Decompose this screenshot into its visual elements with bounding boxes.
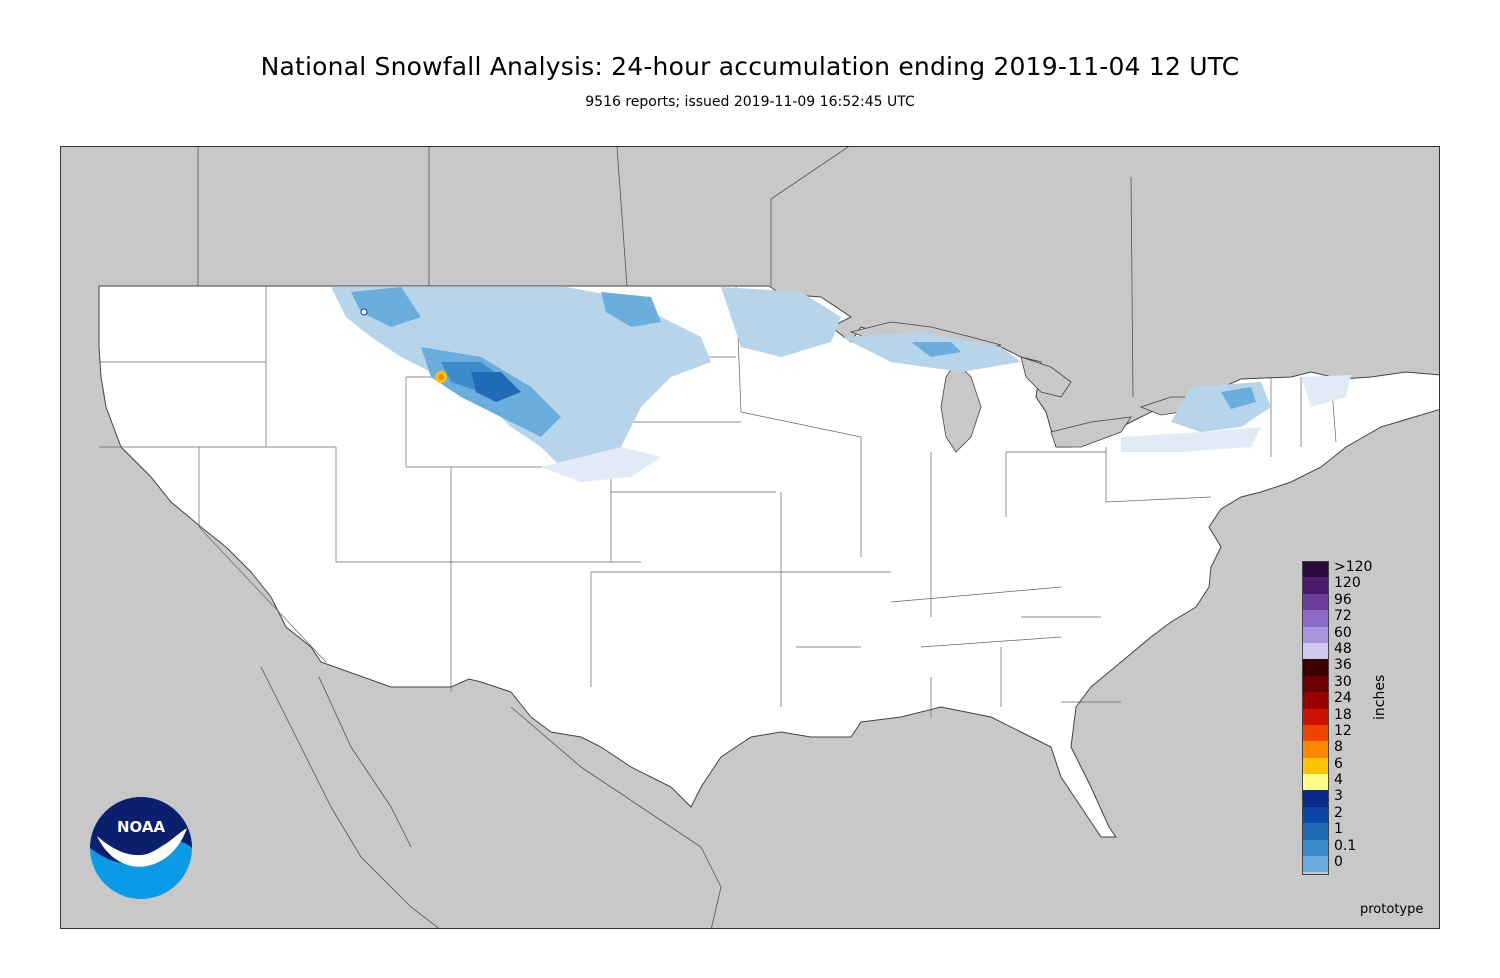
- legend-item: 72: [1302, 608, 1442, 627]
- legend-swatch: [1302, 708, 1329, 725]
- legend-swatch: [1302, 561, 1329, 578]
- legend-item: 1: [1302, 821, 1442, 840]
- legend-label: 8: [1334, 739, 1343, 756]
- noaa-logo-text: NOAA: [117, 818, 166, 836]
- legend-item: 2: [1302, 804, 1442, 824]
- legend-swatch: [1302, 675, 1329, 693]
- legend-swatch: [1302, 610, 1329, 627]
- legend-swatch: [1302, 856, 1329, 873]
- legend-label: 18: [1334, 706, 1352, 723]
- legend-swatch: [1302, 642, 1329, 660]
- legend-item: 0.1: [1302, 837, 1442, 857]
- legend-swatch: [1302, 757, 1329, 775]
- legend-label: 48: [1334, 640, 1352, 657]
- legend-label: 120: [1334, 575, 1361, 592]
- legend-label: 30: [1334, 673, 1352, 690]
- legend-swatch: [1302, 823, 1329, 840]
- legend-swatch: [1302, 774, 1329, 791]
- usa-outline: [98, 285, 1439, 838]
- legend-item: 30: [1302, 673, 1442, 693]
- legend-swatch: [1302, 692, 1329, 709]
- legend-label: >120: [1334, 559, 1373, 575]
- legend-swatch: [1302, 839, 1329, 857]
- legend-item: 4: [1302, 772, 1442, 791]
- legend-label: 12: [1334, 722, 1352, 739]
- legend-swatch: [1302, 790, 1329, 807]
- legend-item: 0: [1302, 854, 1442, 873]
- legend-item: 8: [1302, 739, 1442, 758]
- legend-item: 120: [1302, 575, 1442, 594]
- legend-item: 48: [1302, 640, 1442, 660]
- legend-label: 96: [1334, 591, 1352, 608]
- legend-label: 60: [1334, 624, 1352, 641]
- legend-swatch: [1302, 724, 1329, 742]
- legend-label: 24: [1334, 690, 1352, 707]
- noaa-logo: NOAA: [90, 797, 192, 899]
- map-svg: [98, 147, 1439, 928]
- snowfall-map: [60, 146, 1440, 929]
- legend-label: 3: [1334, 788, 1343, 805]
- legend-item: 6: [1302, 755, 1442, 775]
- legend-swatch: [1302, 806, 1329, 824]
- legend-label: 0.1: [1334, 837, 1357, 854]
- legend-swatch: [1302, 593, 1329, 611]
- legend-label: 36: [1334, 657, 1352, 674]
- legend-swatch: [1302, 626, 1329, 643]
- map-title: National Snowfall Analysis: 24-hour accu…: [260, 52, 1240, 81]
- snowfall-shading: [331, 287, 1351, 482]
- mexico-coast: [260, 666, 722, 928]
- prototype-note: prototype: [1360, 902, 1424, 917]
- legend-label: 72: [1334, 608, 1352, 625]
- legend-swatch: [1302, 659, 1329, 676]
- legend-item: 3: [1302, 788, 1442, 807]
- legend-item: >120: [1302, 559, 1442, 578]
- color-legend: >120 120 96 72 60 48 36 30 24 18 12 8 6 4 3 2 1 0.1 0: [1302, 559, 1442, 873]
- canada-borders: [197, 147, 1134, 398]
- map-subtitle: 9516 reports; issued 2019-11-09 16:52:45…: [585, 94, 915, 110]
- units-label: inches: [1372, 674, 1388, 720]
- legend-item: 60: [1302, 624, 1442, 643]
- legend-label: 0: [1334, 854, 1343, 871]
- legend-swatch: [1302, 577, 1329, 594]
- legend-label: 1: [1334, 821, 1343, 838]
- legend-item: 96: [1302, 591, 1442, 611]
- legend-swatch: [1302, 741, 1329, 758]
- legend-item: 12: [1302, 722, 1442, 742]
- legend-label: 4: [1334, 772, 1343, 789]
- legend-label: 6: [1334, 755, 1343, 772]
- legend-item: 36: [1302, 657, 1442, 676]
- legend-label: 2: [1334, 804, 1343, 821]
